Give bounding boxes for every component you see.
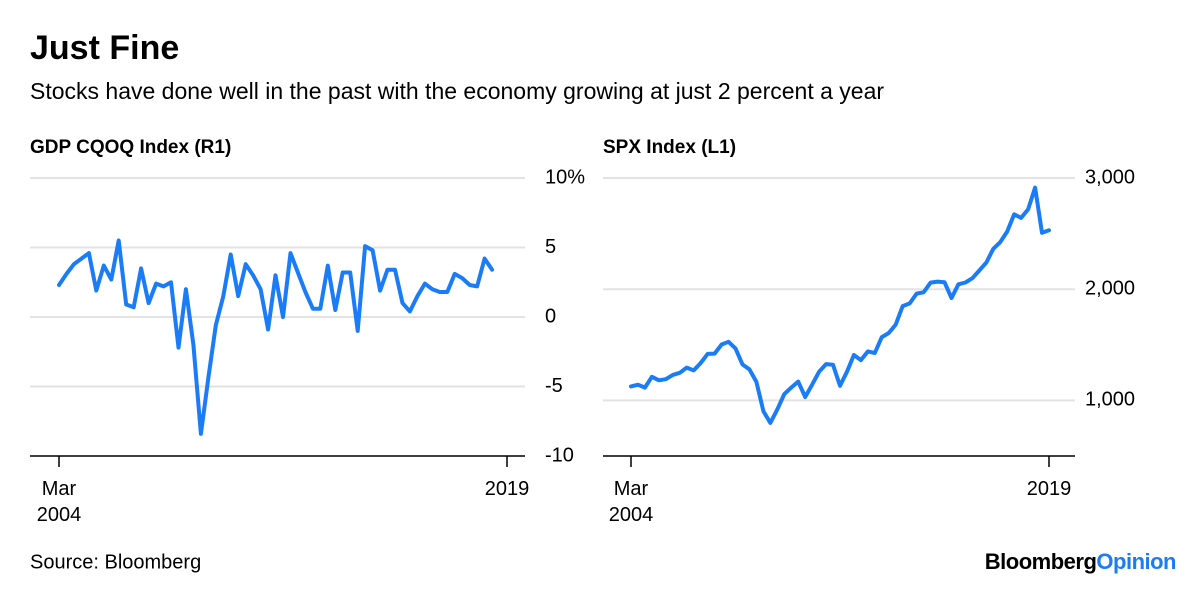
y-tick-label: 10%: [545, 166, 585, 188]
y-tick-label: 0: [545, 305, 556, 327]
x-tick-label: Mar 2004: [608, 478, 654, 526]
brand-name: Bloomberg: [985, 549, 1097, 574]
y-tick-label: -5: [545, 375, 563, 397]
y-tick-label: 1,000: [1085, 389, 1135, 411]
x-tick-label: 2019: [1026, 478, 1072, 500]
x-tick-label: 2019: [484, 478, 530, 500]
y-tick-label: 2,000: [1085, 277, 1135, 299]
data-line: [629, 185, 1051, 425]
brand-suffix: Opinion: [1096, 549, 1176, 574]
subtitle: Stocks have done well in the past with t…: [30, 78, 884, 104]
title: Just Fine: [30, 29, 179, 67]
data-line: [57, 238, 495, 436]
y-tick-label: 3,000: [1085, 166, 1135, 188]
x-tick-label: Mar 2004: [36, 478, 82, 526]
panel-title: GDP CQOQ Index (R1): [30, 137, 231, 158]
panel-title: SPX Index (L1): [603, 137, 736, 158]
source: Source: Bloomberg: [30, 551, 201, 573]
y-tick-label: -10: [545, 444, 574, 466]
y-tick-label: 5: [545, 236, 556, 258]
brand: BloombergOpinion: [985, 549, 1176, 574]
